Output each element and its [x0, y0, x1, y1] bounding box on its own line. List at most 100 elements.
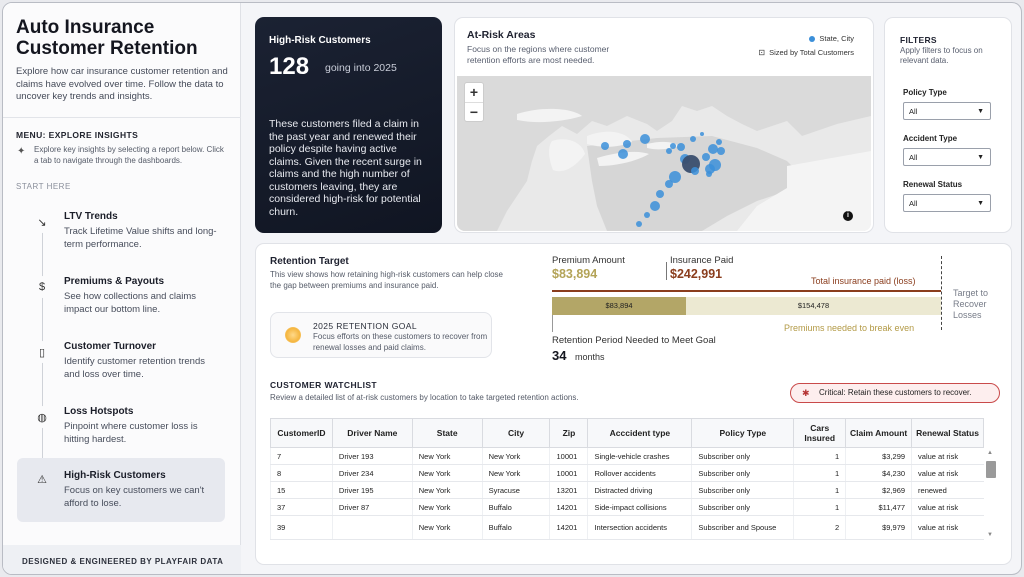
- table-cell: 37: [270, 498, 333, 516]
- map-point[interactable]: [644, 212, 650, 218]
- table-row[interactable]: 15 Driver 195 New York Syracuse 13201 Distrac…: [270, 481, 984, 499]
- needed-bar: $154,478: [686, 297, 941, 315]
- col-header[interactable]: Claim Amount: [845, 418, 913, 448]
- renewal-status-select[interactable]: All ▼: [903, 194, 991, 212]
- table-cell: Syracuse: [481, 481, 550, 499]
- table-cell: 8: [270, 464, 333, 482]
- col-header[interactable]: Renewal Status: [911, 418, 984, 448]
- policy-type-select[interactable]: All ▼: [903, 102, 991, 120]
- map-point[interactable]: [702, 153, 710, 161]
- filters-title: FILTERS: [900, 35, 937, 45]
- map-point[interactable]: [601, 142, 609, 150]
- map-point[interactable]: [670, 143, 676, 149]
- watchlist-subtitle: Review a detailed list of at-risk custom…: [270, 393, 579, 402]
- table-cell: Subscriber only: [691, 498, 794, 516]
- info-icon[interactable]: i: [843, 211, 853, 221]
- high-risk-description: These customers filed a claim in the pas…: [269, 118, 422, 218]
- critical-text: Critical: Retain these customers to reco…: [819, 388, 972, 397]
- table-cell: Distracted driving: [587, 481, 692, 499]
- sidebar: Auto Insurance Customer Retention Explor…: [3, 3, 241, 574]
- col-header[interactable]: Policy Type: [691, 418, 795, 448]
- watchlist-title: CUSTOMER WATCHLIST: [270, 380, 377, 390]
- table-row[interactable]: 8 Driver 234 New York New York 10001 Rollover…: [270, 464, 984, 482]
- scroll-up-icon[interactable]: ▲: [987, 450, 993, 456]
- legend-size-label: Sized by Total Customers: [769, 48, 854, 57]
- table-cell: value at risk: [911, 447, 984, 465]
- retention-subtitle: This view shows how retaining high-risk …: [270, 270, 503, 290]
- map-point[interactable]: [708, 144, 718, 154]
- map-point[interactable]: [716, 139, 722, 145]
- policy-type-value: All: [909, 107, 918, 116]
- col-header[interactable]: Acccident type: [587, 418, 693, 448]
- nav-item-title: High-Risk Customers: [64, 470, 166, 481]
- col-header[interactable]: Cars Insured: [793, 418, 847, 448]
- table-cell: $4,230: [845, 464, 912, 482]
- nav-item-high-risk-customers[interactable]: ⚠ High-Risk Customers Focus on key custo…: [17, 458, 225, 522]
- table-cell: 7: [270, 447, 333, 465]
- map-point[interactable]: [650, 201, 660, 211]
- critical-badge: ✱ Critical: Retain these customers to re…: [790, 383, 1000, 403]
- table-cell: Subscriber and Spouse: [691, 515, 794, 540]
- map-color-legend: State, City: [809, 34, 854, 43]
- total-paid-bar: [552, 290, 941, 292]
- scroll-thumb[interactable]: [986, 461, 996, 478]
- table-cell: 10001: [549, 447, 588, 465]
- map-point[interactable]: [636, 221, 642, 227]
- map-point[interactable]: [618, 149, 628, 159]
- start-here-label: START HERE: [16, 182, 71, 191]
- map-point[interactable]: [690, 136, 696, 142]
- nav-item-ltv-trends[interactable]: ↘ LTV Trends Track Lifetime Value shifts…: [17, 205, 225, 261]
- nav-item-premiums-payouts[interactable]: $ Premiums & Payouts See how collections…: [17, 270, 225, 326]
- zoom-out-button[interactable]: −: [469, 104, 479, 120]
- table-cell: value at risk: [911, 515, 984, 540]
- premium-bar: $83,894: [552, 297, 686, 315]
- map-point[interactable]: [706, 171, 712, 177]
- table-cell: New York: [411, 464, 483, 482]
- map-point[interactable]: [640, 134, 650, 144]
- map-title: At-Risk Areas: [467, 29, 536, 41]
- accident-type-select[interactable]: All ▼: [903, 148, 991, 166]
- filters-card: FILTERS Apply filters to focus on releva…: [884, 17, 1012, 233]
- table-cell: New York: [481, 464, 550, 482]
- nav-item-customer-turnover[interactable]: ▯ Customer Turnover Identify customer re…: [17, 335, 225, 391]
- col-header[interactable]: State: [411, 418, 483, 448]
- col-header[interactable]: CustomerID: [270, 418, 333, 448]
- nav-item-subtitle: Identify customer retention trends and l…: [64, 356, 205, 380]
- globe-icon: ◍: [31, 406, 53, 428]
- insurance-paid-label: Insurance Paid: [670, 255, 734, 266]
- map-point[interactable]: [677, 143, 685, 151]
- table-row[interactable]: 39 New York Buffalo 14201 Intersection accid…: [270, 515, 984, 540]
- col-header[interactable]: Zip: [549, 418, 589, 448]
- retention-target-card: Retention Target This view shows how ret…: [255, 243, 1012, 365]
- high-risk-summary-card: High-Risk Customers 128 going into 2025 …: [255, 17, 442, 233]
- map-point[interactable]: [666, 148, 672, 154]
- chevron-down-icon: ▼: [977, 154, 984, 161]
- table-cell: Subscriber only: [691, 447, 794, 465]
- table-cell: Buffalo: [481, 498, 550, 516]
- col-header[interactable]: City: [481, 418, 551, 448]
- map-canvas[interactable]: + − i: [457, 76, 871, 231]
- map-point[interactable]: [669, 171, 681, 183]
- map-point[interactable]: [656, 190, 664, 198]
- target-label: Target to Recover Losses: [953, 288, 989, 320]
- map-subtitle: Focus on the regions where customer rete…: [467, 44, 610, 65]
- table-scrollbar[interactable]: ▲ ▼: [985, 418, 997, 541]
- zoom-in-button[interactable]: +: [465, 83, 483, 103]
- ocean: [737, 151, 871, 231]
- map-point[interactable]: [700, 132, 704, 136]
- map-point[interactable]: [717, 147, 725, 155]
- retention-period-value: 34: [552, 348, 567, 363]
- map-point[interactable]: [623, 140, 631, 148]
- map-point[interactable]: [665, 180, 673, 188]
- col-header[interactable]: Driver Name: [331, 418, 413, 448]
- table-cell: Driver 234: [331, 464, 413, 482]
- table-row[interactable]: 7 Driver 193 New York New York 10001 Single-v…: [270, 447, 984, 465]
- nav-item-subtitle: Focus on key customers we can't afford t…: [64, 485, 205, 509]
- map-point[interactable]: [691, 167, 699, 175]
- table-cell: 1: [793, 498, 846, 516]
- nav-item-loss-hotspots[interactable]: ◍ Loss Hotspots Pinpoint where customer …: [17, 400, 225, 456]
- table-cell: 13201: [549, 481, 588, 499]
- table-row[interactable]: 37 Driver 87 New York Buffalo 14201 Side-impa…: [270, 498, 984, 516]
- scroll-down-icon[interactable]: ▼: [987, 532, 993, 538]
